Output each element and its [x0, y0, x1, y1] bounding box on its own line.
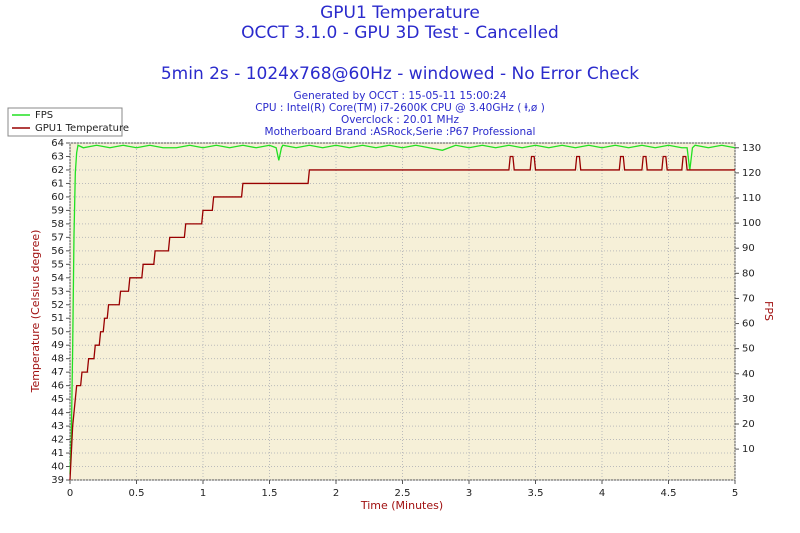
y2-tick-label: 10: [742, 444, 755, 455]
y2-tick-label: 50: [742, 344, 755, 355]
y-tick-label: 40: [51, 462, 64, 473]
x-tick-label: 1: [200, 488, 206, 499]
x-tick-label: 2: [333, 488, 339, 499]
y2-tick-label: 60: [742, 319, 755, 330]
x-tick-label: 3.5: [528, 488, 544, 499]
y-tick-label: 50: [51, 327, 64, 338]
y-tick-label: 54: [51, 273, 64, 284]
y-tick-label: 52: [51, 300, 64, 311]
y-tick-label: 56: [51, 246, 64, 257]
y-tick-label: 48: [51, 354, 64, 365]
legend-label: FPS: [35, 110, 53, 121]
y-tick-label: 42: [51, 435, 64, 446]
y-tick-label: 49: [51, 340, 64, 351]
x-axis-label: Time (Minutes): [360, 499, 443, 512]
x-tick-label: 2.5: [395, 488, 411, 499]
x-tick-label: 1.5: [262, 488, 278, 499]
y-tick-label: 64: [51, 138, 64, 149]
y-tick-label: 45: [51, 394, 64, 405]
y-axis-label: Temperature (Celsius degree): [29, 230, 42, 394]
y2-tick-label: 110: [742, 193, 761, 204]
y2-tick-label: 90: [742, 243, 755, 254]
y2-tick-label: 120: [742, 168, 761, 179]
x-tick-label: 4.5: [661, 488, 677, 499]
x-tick-label: 0: [67, 488, 73, 499]
y-tick-label: 47: [51, 367, 64, 378]
y2-tick-label: 20: [742, 419, 755, 430]
chart-title: GPU1 Temperature: [320, 3, 480, 23]
info-line: Overclock : 20.01 MHz: [341, 114, 460, 126]
y2-tick-label: 30: [742, 394, 755, 405]
x-tick-label: 4: [599, 488, 605, 499]
y-tick-label: 51: [51, 313, 64, 324]
y-tick-label: 43: [51, 421, 64, 432]
subtitle: OCCT 3.1.0 - GPU 3D Test - Cancelled: [241, 23, 559, 43]
y2-axis-label: FPS: [762, 301, 775, 321]
data-line: [69, 144, 736, 475]
y-tick-label: 53: [51, 286, 64, 297]
x-tick-label: 3: [466, 488, 472, 499]
y2-tick-label: 130: [742, 143, 761, 154]
y-tick-label: 62: [51, 165, 64, 176]
y-tick-label: 57: [51, 232, 64, 243]
y-tick-label: 58: [51, 219, 64, 230]
y2-tick-label: 80: [742, 268, 755, 279]
y-tick-label: 60: [51, 192, 64, 203]
y-tick-label: 46: [51, 381, 64, 392]
y-tick-label: 39: [51, 475, 64, 486]
y-tick-label: 44: [51, 408, 64, 419]
y2-tick-label: 70: [742, 293, 755, 304]
y-tick-label: 41: [51, 448, 64, 459]
y2-tick-label: 40: [742, 369, 755, 380]
data-line: [69, 155, 735, 481]
y-tick-label: 55: [51, 259, 64, 270]
y-tick-label: 61: [51, 178, 64, 189]
y2-tick-label: 100: [742, 218, 761, 229]
x-tick-label: 0.5: [129, 488, 145, 499]
info-line: Motherboard Brand :ASRock,Serie :P67 Pro…: [265, 126, 536, 138]
legend-box: [7, 107, 123, 137]
info-line: Generated by OCCT : 15-05-11 15:00:24: [294, 90, 507, 102]
y-tick-label: 63: [51, 151, 64, 162]
y-tick-label: 59: [51, 205, 64, 216]
subtitle: 5min 2s - 1024x768@60Hz - windowed - No …: [161, 64, 639, 84]
x-tick-label: 5: [732, 488, 738, 499]
legend-label: GPU1 Temperature: [35, 123, 129, 134]
info-line: CPU : Intel(R) Core(TM) i7-2600K CPU @ 3…: [255, 102, 545, 114]
